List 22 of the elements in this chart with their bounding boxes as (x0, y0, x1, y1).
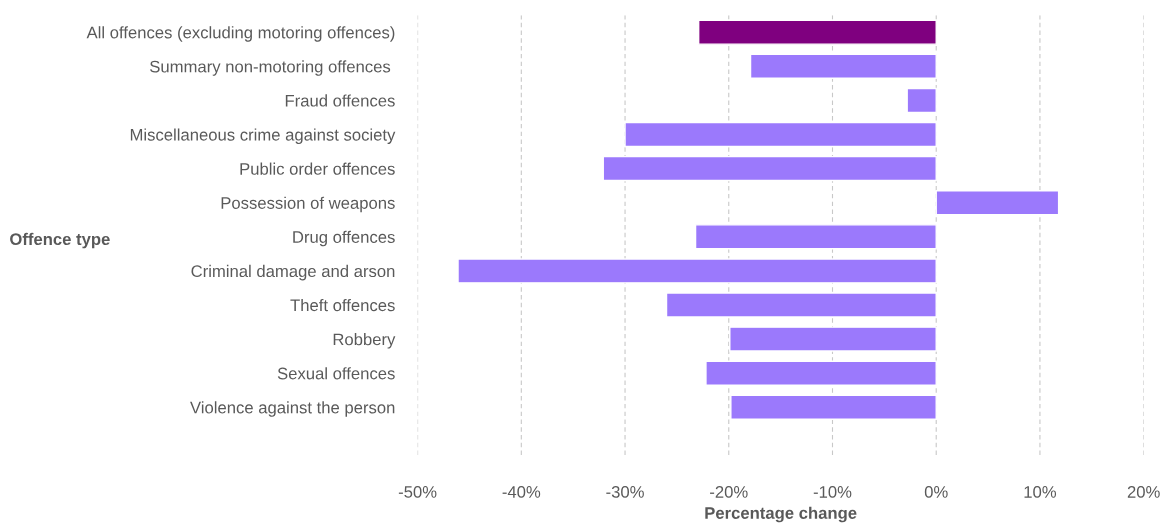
y-tick-label: Sexual offences (277, 367, 395, 380)
x-axis-title: Percentage change (705, 506, 857, 523)
y-tick-label: Fraud offences (285, 94, 395, 107)
x-tick-label: 10% (1024, 486, 1057, 498)
y-tick-label: Criminal damage and arson (191, 264, 395, 281)
y-tick-label: Summary non-motoring offences (150, 60, 391, 76)
x-tick-label: -50% (398, 486, 437, 498)
x-tick-label: -20% (710, 486, 748, 498)
y-tick-label: Public order offences (240, 162, 395, 175)
y-tick-label: All offences (excluding motoring offences) (86, 26, 395, 42)
y-tick-label: Robbery (333, 333, 396, 349)
x-tick-label: -30% (606, 486, 644, 498)
y-tick-label: Possession of weapons (221, 196, 395, 213)
y-tick-label: Drug offences (293, 230, 395, 247)
x-tick-label: 0% (924, 486, 948, 498)
y-tick-label: Theft offences (290, 298, 395, 312)
y-tick-label: Miscellaneous crime against society (130, 128, 396, 144)
x-tick-label: -10% (813, 486, 852, 498)
y-tick-label: Violence against the person (190, 401, 395, 417)
x-tick-label: 20% (1127, 486, 1160, 498)
y-axis-title: Offence type (10, 232, 110, 249)
x-tick-label: -40% (502, 486, 541, 498)
